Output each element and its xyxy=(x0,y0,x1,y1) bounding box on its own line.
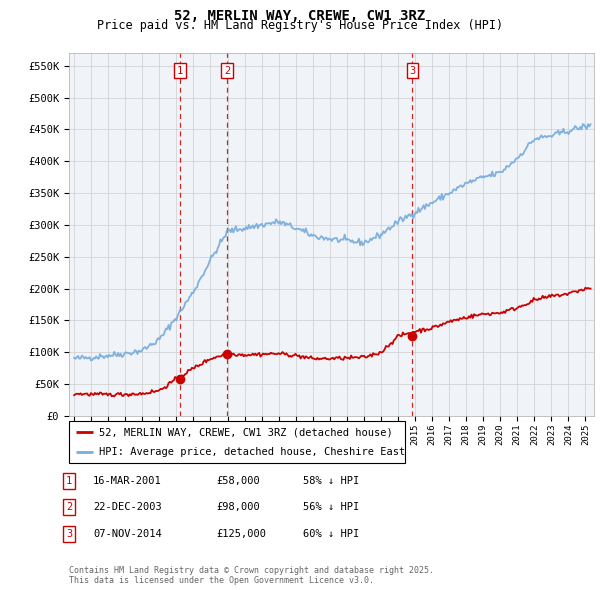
Text: 1: 1 xyxy=(66,476,72,486)
Text: 60% ↓ HPI: 60% ↓ HPI xyxy=(303,529,359,539)
Text: 56% ↓ HPI: 56% ↓ HPI xyxy=(303,503,359,512)
Text: 22-DEC-2003: 22-DEC-2003 xyxy=(93,503,162,512)
Text: £58,000: £58,000 xyxy=(216,476,260,486)
Text: 52, MERLIN WAY, CREWE, CW1 3RZ (detached house): 52, MERLIN WAY, CREWE, CW1 3RZ (detached… xyxy=(99,427,393,437)
Text: 52, MERLIN WAY, CREWE, CW1 3RZ: 52, MERLIN WAY, CREWE, CW1 3RZ xyxy=(175,9,425,23)
Text: £125,000: £125,000 xyxy=(216,529,266,539)
Text: Contains HM Land Registry data © Crown copyright and database right 2025.
This d: Contains HM Land Registry data © Crown c… xyxy=(69,566,434,585)
Text: 58% ↓ HPI: 58% ↓ HPI xyxy=(303,476,359,486)
Text: 1: 1 xyxy=(177,66,183,76)
Text: HPI: Average price, detached house, Cheshire East: HPI: Average price, detached house, Ches… xyxy=(99,447,406,457)
Text: 07-NOV-2014: 07-NOV-2014 xyxy=(93,529,162,539)
Text: 2: 2 xyxy=(224,66,230,76)
Text: 16-MAR-2001: 16-MAR-2001 xyxy=(93,476,162,486)
Text: Price paid vs. HM Land Registry's House Price Index (HPI): Price paid vs. HM Land Registry's House … xyxy=(97,19,503,32)
Text: £98,000: £98,000 xyxy=(216,503,260,512)
Text: 2: 2 xyxy=(66,503,72,512)
Text: 3: 3 xyxy=(66,529,72,539)
Text: 3: 3 xyxy=(409,66,416,76)
